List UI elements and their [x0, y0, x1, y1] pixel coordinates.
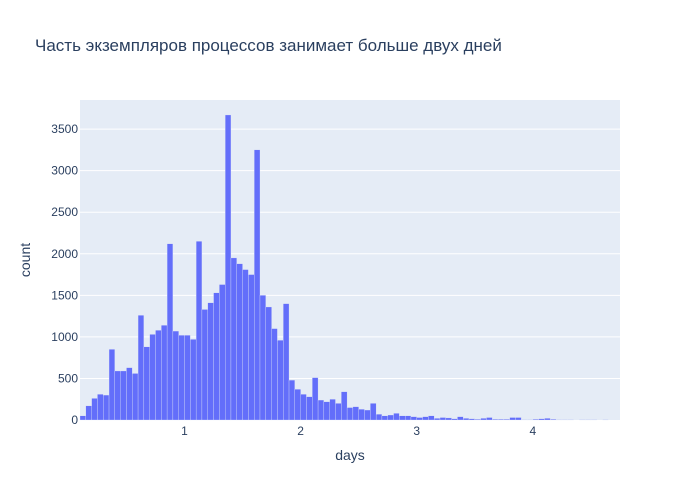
y-tick-label: 500 [58, 371, 78, 385]
histogram-bar [155, 330, 162, 421]
histogram-bar [532, 419, 539, 421]
histogram-bar [97, 394, 104, 421]
y-tick-label: 2500 [51, 205, 78, 219]
histogram-bar [213, 292, 220, 421]
histogram-bar [486, 417, 493, 421]
histogram-bar [103, 394, 110, 421]
histogram-bar [503, 419, 510, 421]
histogram-bar [207, 302, 214, 421]
histogram-bar [184, 335, 191, 421]
x-tick-labels: 1 2 3 4 [181, 424, 536, 438]
histogram-bar [399, 415, 406, 421]
y-axis-title: count [17, 243, 33, 277]
histogram-bar [149, 334, 156, 421]
histogram-bar [271, 328, 278, 421]
histogram-bar [346, 407, 354, 421]
histogram-bar [195, 241, 203, 421]
histogram-bar [410, 416, 417, 421]
histogram-bar [306, 396, 313, 421]
y-tick-label: 0 [71, 413, 78, 427]
histogram-bar [114, 370, 121, 421]
histogram-bar [108, 349, 115, 421]
histogram-bar [283, 303, 290, 421]
histogram-bar [236, 263, 243, 421]
histogram-bar [364, 409, 371, 421]
histogram-bar [468, 418, 475, 421]
x-tick-label: 2 [297, 424, 304, 438]
histogram-bar [370, 403, 377, 421]
histogram-bar [474, 419, 481, 421]
histogram-bar [381, 415, 388, 421]
histogram-bar [178, 335, 185, 421]
histogram-bar [230, 257, 237, 421]
histogram-bar [497, 419, 505, 421]
histogram-bar [242, 269, 249, 421]
histogram-bar [219, 284, 226, 421]
x-tick-label: 4 [530, 424, 537, 438]
histogram-bar [166, 243, 174, 421]
histogram-bar [323, 401, 330, 421]
histogram-bar [405, 415, 412, 421]
histogram-bar [137, 315, 145, 421]
x-axis-title: days [335, 447, 365, 463]
histogram-bar [225, 114, 232, 421]
y-tick-labels: 0 500 1000 1500 2000 2500 3000 3500 [51, 122, 78, 427]
histogram-bar [132, 373, 139, 421]
histogram-bar [254, 149, 261, 421]
histogram-bar [480, 418, 487, 421]
histogram-bar [300, 394, 307, 421]
histogram-bar [515, 417, 522, 421]
histogram-bar [352, 406, 359, 421]
x-tick-label: 1 [181, 424, 188, 438]
histogram-bar [190, 339, 197, 421]
y-tick-label: 2000 [51, 247, 78, 261]
histogram-bar [91, 398, 98, 421]
histogram-bar [550, 419, 557, 421]
y-tick-label: 3500 [51, 122, 78, 136]
histogram-bar [439, 417, 446, 421]
histogram-bar [387, 414, 394, 421]
histogram-bar [434, 418, 441, 421]
histogram-bar [172, 330, 179, 421]
histogram-bar [422, 416, 429, 421]
histogram-bar [538, 418, 545, 421]
chart-title: Часть экземпляров процессов занимает бол… [35, 36, 502, 55]
y-tick-label: 3000 [51, 164, 78, 178]
histogram-bar [428, 415, 435, 421]
histogram-bar [463, 418, 470, 421]
histogram-bar [120, 370, 127, 421]
histogram-bar [358, 409, 365, 421]
histogram-bar [312, 377, 319, 421]
histogram-bar [492, 419, 499, 421]
histogram-bar [201, 309, 208, 421]
y-tick-label: 1000 [51, 330, 78, 344]
histogram-bar [161, 325, 168, 421]
histogram-bar [143, 346, 150, 421]
histogram-bar [509, 417, 516, 421]
histogram-bar [457, 416, 464, 421]
bars [79, 114, 609, 421]
histogram-bar [248, 274, 255, 421]
histogram-bar [85, 405, 92, 421]
histogram-bar [341, 391, 348, 421]
histogram-bar [335, 403, 342, 421]
y-tick-label: 1500 [51, 288, 78, 302]
histogram-bar [288, 379, 295, 421]
histogram-bar [393, 413, 400, 421]
histogram-bar [445, 417, 452, 421]
histogram-bar [375, 414, 383, 421]
histogram-bar [451, 418, 458, 421]
x-tick-label: 3 [413, 424, 420, 438]
histogram-bar [126, 367, 133, 421]
histogram-bar [277, 340, 284, 421]
histogram-bar [329, 399, 336, 421]
histogram-bar [79, 415, 86, 421]
histogram-bar [416, 417, 423, 421]
histogram-bar [317, 399, 325, 421]
histogram-bar [265, 306, 272, 421]
histogram-bar [294, 389, 301, 421]
histogram-bar [259, 295, 266, 421]
histogram-bar [544, 418, 551, 421]
